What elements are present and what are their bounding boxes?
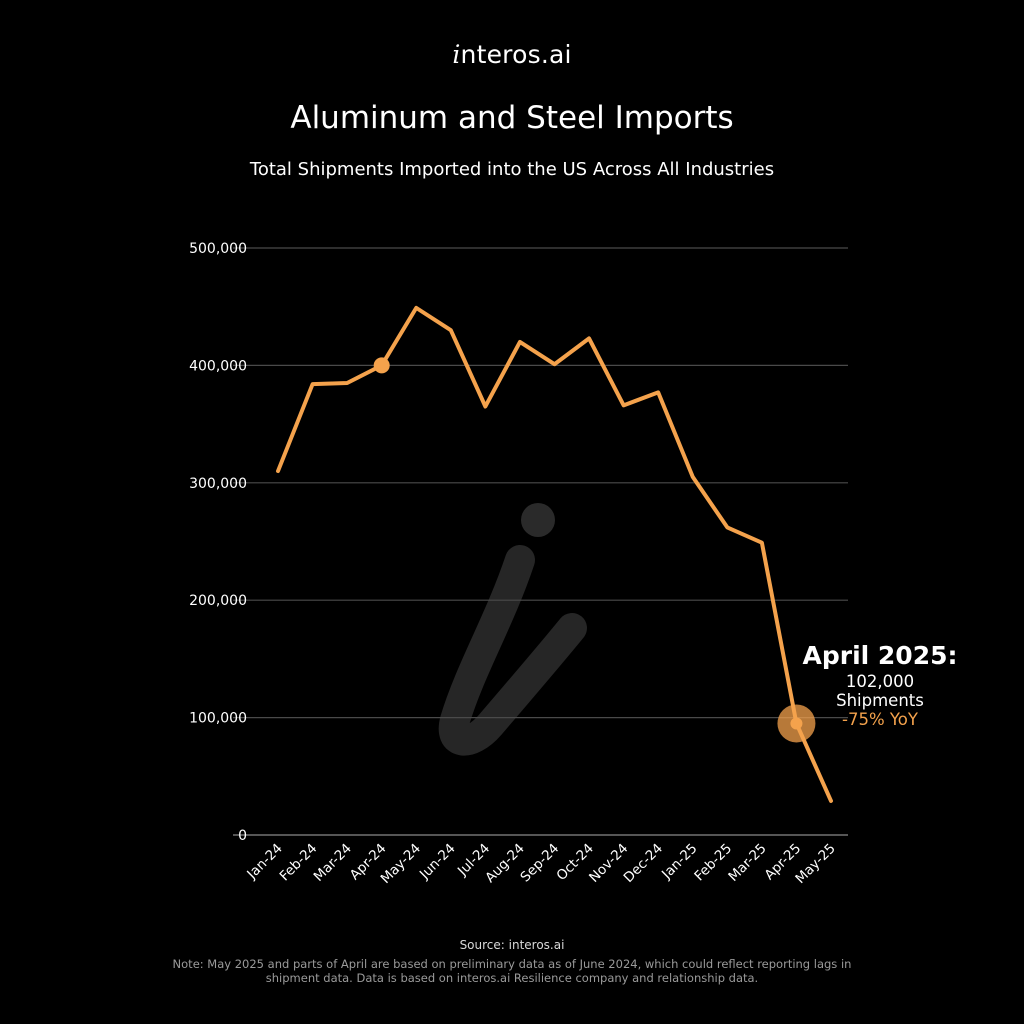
y-tick-label: 0 bbox=[238, 828, 247, 844]
y-tick-label: 300,000 bbox=[189, 476, 247, 492]
callout-unit: Shipments bbox=[836, 691, 924, 710]
line-chart: 0 100,000 200,000 300,000 400,000 500,000 Jan… bbox=[189, 241, 848, 887]
highlight-point bbox=[373, 357, 390, 374]
callout-change: -75% YoY bbox=[842, 710, 918, 729]
footer-note: Note: May 2025 and parts of April are ba… bbox=[172, 957, 852, 985]
y-axis-ticks: 0 100,000 200,000 300,000 400,000 500,000 bbox=[189, 241, 247, 844]
x-tick-label: Sep-24 bbox=[517, 841, 562, 886]
x-tick-label: Aug-24 bbox=[482, 841, 528, 887]
y-tick-label: 500,000 bbox=[189, 241, 247, 257]
chart-title: Aluminum and Steel Imports bbox=[290, 100, 734, 136]
x-tick-label: Mar-24 bbox=[311, 841, 355, 885]
callout-title: April 2025: bbox=[802, 641, 958, 670]
x-tick-label: Jun-24 bbox=[416, 841, 459, 884]
series-polyline bbox=[276, 305, 833, 803]
y-tick-label: 200,000 bbox=[189, 593, 247, 609]
grid-lines bbox=[233, 247, 848, 836]
series-line bbox=[276, 305, 833, 803]
y-tick-label: 400,000 bbox=[189, 358, 247, 374]
logo-i-glyph: i bbox=[452, 40, 461, 69]
x-tick-label: Mar-25 bbox=[725, 841, 769, 885]
april-2025-callout: April 2025: 102,000 Shipments -75% YoY bbox=[780, 640, 980, 729]
chart-subtitle: Total Shipments Imported into the US Acr… bbox=[249, 159, 775, 180]
y-tick-label: 100,000 bbox=[189, 711, 247, 727]
highlight-point bbox=[790, 717, 803, 730]
logo-text: nteros.ai bbox=[460, 40, 572, 69]
brand-logo: interos.ai bbox=[0, 40, 1024, 69]
callout-value: 102,000 bbox=[845, 672, 915, 691]
footer-source: Source: interos.ai bbox=[459, 938, 565, 952]
x-axis-ticks: Jan-24Feb-24Mar-24Apr-24May-24Jun-24Jul-… bbox=[243, 841, 838, 887]
watermark-i-logo bbox=[438, 503, 587, 756]
x-tick-label: Dec-24 bbox=[621, 841, 666, 886]
highlight-points bbox=[373, 357, 816, 743]
